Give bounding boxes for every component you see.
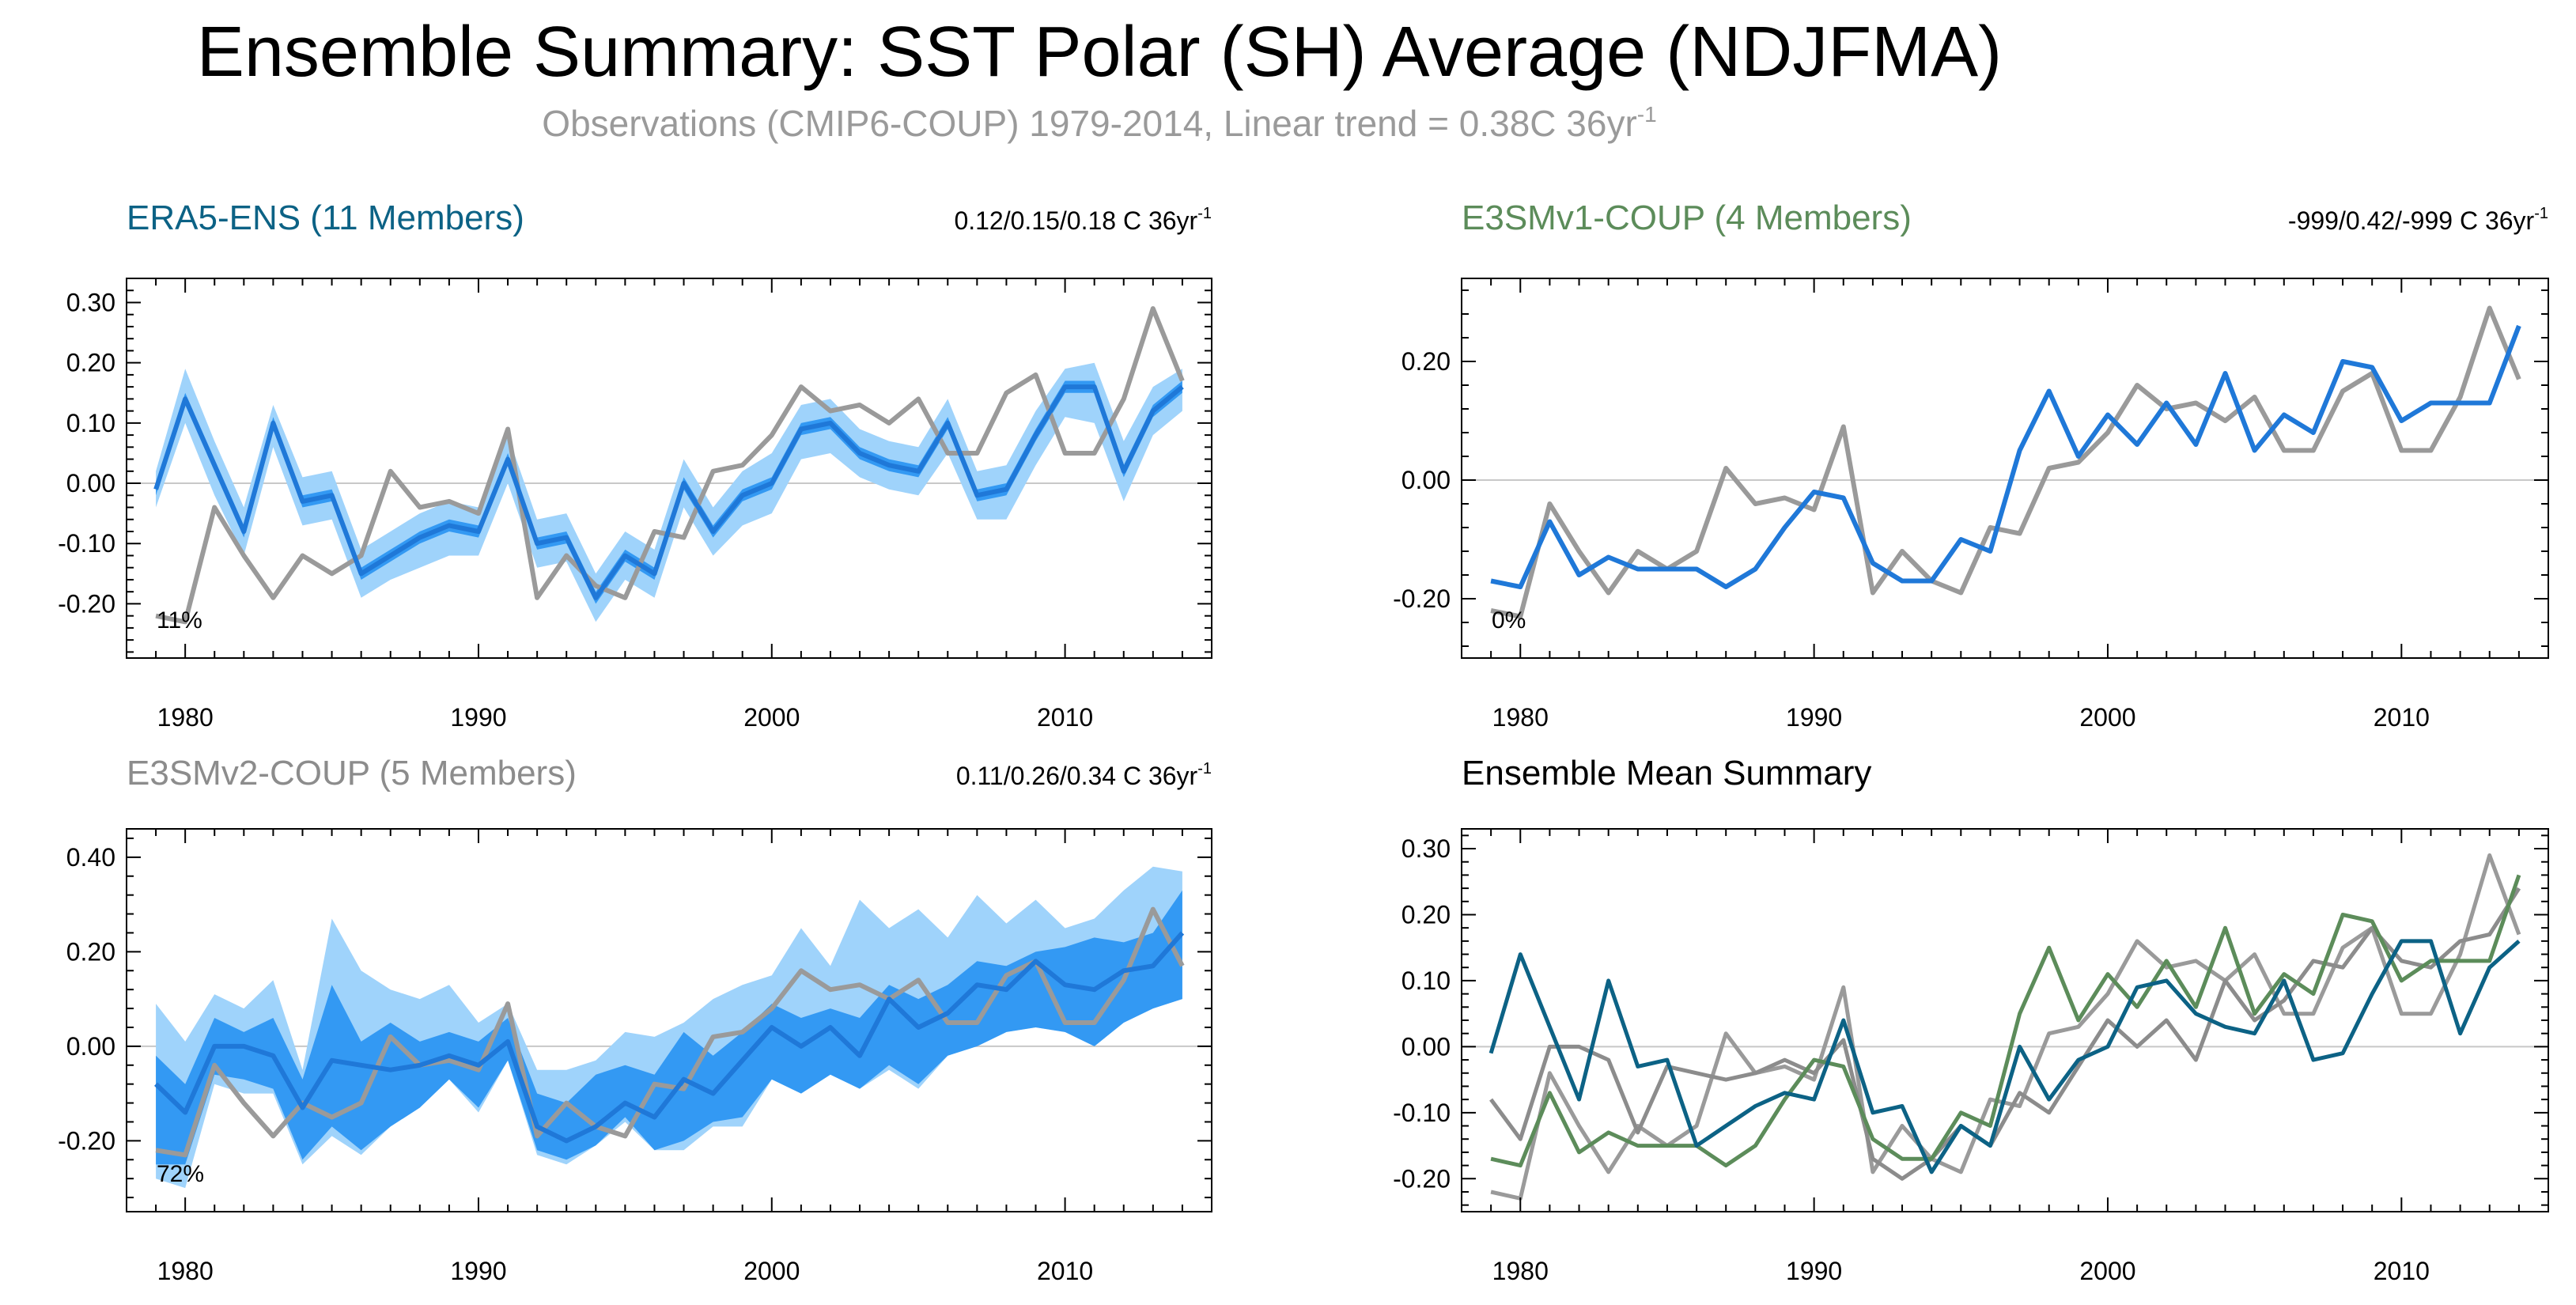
y-tick-label: 0.00	[66, 469, 115, 497]
x-tick-label: 2010	[1037, 1257, 1093, 1285]
subtitle: Observations (CMIP6-COUP) 1979-2014, Lin…	[542, 102, 1656, 144]
trend-label: 0.11/0.26/0.34 C 36yr-1	[956, 760, 1212, 790]
y-tick-label: -0.20	[1393, 1164, 1451, 1193]
y-tick-label: 0.00	[1401, 466, 1451, 494]
x-tick-label: 1990	[450, 1257, 506, 1285]
y-tick-label: 0.20	[66, 349, 115, 377]
observations-line	[1490, 305, 2521, 619]
y-tick-label: 0.40	[66, 843, 115, 872]
observations-line	[155, 906, 1185, 1158]
trend-superscript: -1	[1197, 205, 1212, 222]
x-tick-label: 1990	[450, 703, 506, 732]
x-tick-label: 1980	[157, 1257, 214, 1285]
y-tick-label: -0.20	[1393, 584, 1451, 613]
trend-superscript: -1	[1197, 760, 1212, 777]
x-tick-label: 1990	[1786, 703, 1842, 732]
trend-text: 0.11/0.26/0.34 C 36yr	[956, 762, 1198, 790]
ensemble-mean-line	[154, 931, 1185, 1144]
ensemble-mean-line	[1490, 324, 2521, 589]
series-line-era5-ens	[1488, 939, 2521, 1174]
percent-annotation: 0%	[1492, 607, 1526, 634]
trend-superscript: -1	[2534, 205, 2548, 222]
y-tick-label: -0.20	[58, 589, 115, 618]
panel-e3smv2-coup: E3SMv2-COUP (5 Members) 0.11/0.26/0.34 C …	[58, 754, 1212, 1285]
y-tick-label: 0.30	[66, 288, 115, 316]
x-tick-label: 2000	[2079, 1257, 2135, 1285]
ensemble-mean-line	[153, 384, 1184, 600]
panel-title: E3SMv2-COUP (5 Members)	[127, 754, 577, 792]
subtitle-text: Observations (CMIP6-COUP) 1979-2014, Lin…	[542, 103, 1637, 144]
panel-e3smv1-coup: E3SMv1-COUP (4 Members) -999/0.42/-999 C …	[1393, 199, 2549, 732]
x-tick-label: 2010	[1037, 703, 1093, 732]
y-tick-label: -0.10	[1393, 1099, 1451, 1127]
percent-annotation: 72%	[157, 1161, 204, 1187]
trend-label: -999/0.42/-999 C 36yr-1	[2288, 205, 2548, 235]
y-tick-label: 0.20	[1401, 347, 1451, 376]
x-tick-label: 2010	[2374, 703, 2430, 732]
y-tick-label: -0.10	[58, 529, 115, 558]
ensemble-range-band	[156, 362, 1182, 622]
x-tick-label: 1980	[157, 703, 214, 732]
trend-text: -999/0.42/-999 C 36yr	[2288, 206, 2535, 235]
y-tick-label: 0.20	[66, 937, 115, 966]
plot-frame	[1461, 278, 2549, 659]
ensemble-iqr-band	[156, 890, 1182, 1165]
panel-title: E3SMv1-COUP (4 Members)	[1462, 199, 1912, 237]
plot-frame	[126, 278, 1212, 659]
percent-annotation: 11%	[157, 607, 202, 634]
panel-title: ERA5-ENS (11 Members)	[127, 199, 524, 237]
trend-text: 0.12/0.15/0.18 C 36yr	[954, 206, 1197, 235]
main-title: Ensemble Summary: SST Polar (SH) Average…	[197, 13, 2002, 92]
x-tick-label: 2000	[743, 1257, 800, 1285]
y-tick-label: 0.00	[1401, 1032, 1451, 1061]
plot-frame	[1461, 828, 2549, 1212]
plot-frame	[126, 828, 1212, 1212]
y-tick-label: 0.30	[1401, 834, 1451, 863]
x-tick-label: 1980	[1492, 703, 1549, 732]
y-tick-label: 0.00	[66, 1032, 115, 1061]
series-line-e3smv2-coup	[1489, 887, 2521, 1181]
x-tick-label: 1980	[1492, 1257, 1549, 1285]
x-tick-label: 2010	[2374, 1257, 2430, 1285]
y-tick-label: 0.20	[1401, 900, 1451, 929]
y-tick-label: -0.20	[58, 1126, 115, 1155]
trend-label: 0.12/0.15/0.18 C 36yr-1	[954, 205, 1212, 235]
y-tick-label: 0.10	[1401, 966, 1451, 995]
y-tick-label: 0.10	[66, 409, 115, 437]
x-tick-label: 2000	[743, 703, 800, 732]
panel-title: Ensemble Mean Summary	[1462, 754, 1871, 792]
subtitle-superscript: -1	[1637, 102, 1657, 127]
x-tick-label: 2000	[2079, 703, 2135, 732]
x-tick-label: 1990	[1786, 1257, 1842, 1285]
panel-ensemble-mean-summary: Ensemble Mean Summary 1980 1990 2000 2010 -0.…	[1393, 754, 2549, 1285]
panel-era5-ens: ERA5-ENS (11 Members) 0.12/0.15/0.18 C 36…	[58, 199, 1212, 732]
series-line-e3smv1-coup	[1490, 874, 2521, 1168]
